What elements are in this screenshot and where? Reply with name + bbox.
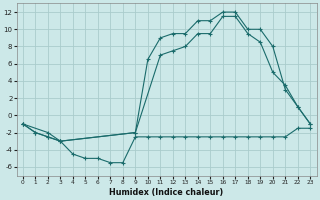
X-axis label: Humidex (Indice chaleur): Humidex (Indice chaleur) [109, 188, 224, 197]
